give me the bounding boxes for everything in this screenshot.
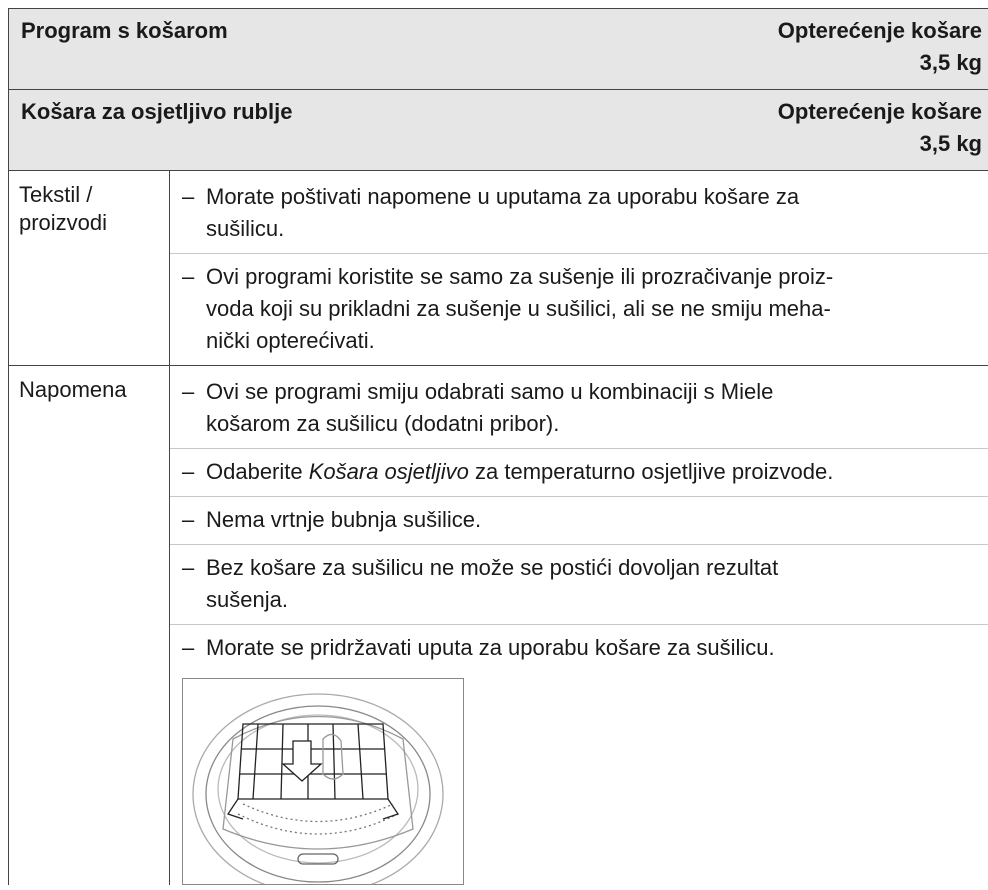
text: košarom za sušilicu (dodatni pribor). (206, 411, 560, 436)
list-item: – Ovi se programi smiju odabrati samo u k… (170, 366, 988, 448)
text-line: Nema vrtnje bubnja sušilice. (206, 504, 481, 536)
header-title: Košara za osjetljivo rublje (21, 99, 293, 124)
text: sušilicu. (206, 216, 285, 241)
text: Ovi se programi smiju odabrati samo u ko… (206, 379, 774, 404)
row-items: – Ovi se programi smiju odabrati samo u k… (170, 366, 988, 890)
section-header: Košara za osjetljivo rublje Opterećenje k… (8, 89, 988, 170)
load-line: Opterećenje košare (777, 18, 982, 43)
text-line: sušilicu. (206, 213, 799, 245)
load-line: 3,5 kg (919, 131, 982, 156)
list-item: – Ovi programi koristite se samo za sušen… (170, 253, 988, 365)
row-items: – Morate poštivati napomene u uputama za … (170, 171, 988, 365)
bullet: – (182, 635, 195, 660)
item-text: Nema vrtnje bubnja sušilice. (206, 504, 481, 536)
item-text: Bez košare za sušilicu ne može se postić… (206, 552, 778, 616)
header-load: Opterećenje košare 3,5 kg (778, 15, 982, 79)
emphasis: Košara osjetljivo (308, 459, 469, 484)
item-text: Ovi programi koristite se samo za sušenj… (206, 261, 833, 357)
bullet: – (182, 379, 195, 404)
load-line: Opterećenje košare (777, 99, 982, 124)
dryer-illustration (192, 693, 444, 890)
label-line: Napomena (19, 377, 127, 402)
text-line: Morate se pridržavati uputa za uporabu k… (206, 632, 775, 664)
text: Morate poštivati napomene u uputama za u… (206, 184, 800, 209)
item-text: Ovi se programi smiju odabrati samo u ko… (206, 376, 773, 440)
text: nički opterećivati. (206, 328, 375, 353)
text: Ovi programi koristite se samo za sušenj… (206, 264, 834, 289)
text: za temperaturno osjetljive proizvode. (468, 459, 834, 484)
bullet: – (182, 459, 195, 484)
header-title: Program s košarom (21, 18, 228, 43)
text-line: Ovi se programi smiju odabrati samo u ko… (206, 376, 773, 408)
header-load: Opterećenje košare 3,5 kg (778, 96, 982, 160)
item-text: Morate poštivati napomene u uputama za u… (206, 181, 799, 245)
row-label: Napomena (9, 366, 170, 885)
item-text: Morate se pridržavati uputa za uporabu k… (206, 632, 775, 664)
text: Bez košare za sušilicu ne može se postić… (206, 555, 779, 580)
table-row: Tekstil / proizvodi – Morate poštivati napo… (8, 170, 988, 365)
text-line: Ovi programi koristite se samo za sušenj… (206, 261, 833, 293)
list-item: – Nema vrtnje bubnja sušilice. (170, 496, 988, 544)
bullet: – (182, 555, 195, 580)
text: voda koji su prikladni za sušenje u suši… (206, 296, 831, 321)
text: sušenja. (206, 587, 288, 612)
bullet: – (182, 507, 195, 532)
list-item: – Odaberite Košara osjetljivo za temperat… (170, 448, 988, 496)
row-label: Tekstil / proizvodi (9, 171, 170, 365)
document: Program s košarom Opterećenje košare 3,5 k… (8, 8, 988, 890)
text-line: Bez košare za sušilicu ne može se postić… (206, 552, 778, 584)
label-line: Tekstil / (19, 182, 93, 207)
text-line: sušenja. (206, 584, 778, 616)
list-item: – Bez košare za sušilicu ne može se posti… (170, 544, 988, 624)
bullet: – (182, 264, 195, 289)
text-line: košarom za sušilicu (dodatni pribor). (206, 408, 773, 440)
text: Morate se pridržavati uputa za uporabu k… (206, 635, 775, 660)
text-line: Morate poštivati napomene u uputama za u… (206, 181, 799, 213)
item-text: Odaberite Košara osjetljivo za temperatu… (206, 456, 833, 488)
text: Nema vrtnje bubnja sušilice. (206, 507, 482, 532)
text: Odaberite (206, 459, 309, 484)
list-item: – Morate poštivati napomene u uputama za … (170, 171, 988, 253)
load-line: 3,5 kg (919, 50, 982, 75)
text-line: voda koji su prikladni za sušenje u suši… (206, 293, 833, 325)
section-header: Program s košarom Opterećenje košare 3,5 k… (8, 8, 988, 89)
table-row: Napomena – Ovi se programi smiju odabrati … (8, 365, 988, 890)
figure (182, 678, 464, 890)
bullet: – (182, 184, 195, 209)
text-line: nički opterećivati. (206, 325, 833, 357)
list-item: – Morate se pridržavati uputa za uporabu … (170, 624, 988, 672)
text-line: Odaberite Košara osjetljivo za temperatu… (206, 456, 833, 488)
label-line: proizvodi (19, 210, 108, 235)
